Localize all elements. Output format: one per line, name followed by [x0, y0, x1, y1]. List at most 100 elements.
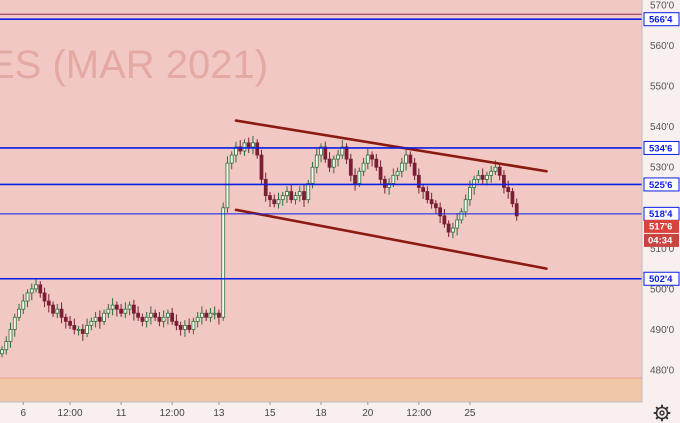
candle [485, 171, 489, 186]
candle-body [378, 166, 383, 180]
x-tick-label: 12:00 [406, 408, 431, 419]
candle [17, 303, 21, 321]
candle-body [370, 154, 374, 160]
candle [442, 208, 447, 228]
candle [208, 307, 213, 323]
candle-body [425, 191, 430, 201]
candle [280, 191, 285, 206]
candle-body [336, 154, 340, 160]
candle-body [136, 312, 140, 318]
candle [144, 312, 149, 328]
candle-body [259, 154, 264, 180]
candle-body [200, 312, 204, 318]
candle-body [434, 203, 438, 209]
y-tick-label: 530'0 [650, 163, 675, 174]
candle-body [178, 324, 183, 330]
candle [476, 170, 481, 184]
candle-body [106, 308, 111, 314]
candle [438, 202, 443, 224]
level-label: 502'4 [649, 274, 673, 285]
candle-body [229, 154, 234, 164]
candle-body [225, 162, 230, 209]
candle-body [25, 292, 30, 302]
candle-body [157, 316, 162, 322]
candle-body [212, 312, 217, 315]
candle [140, 313, 145, 327]
level-label-box [643, 271, 680, 286]
candle [408, 151, 413, 167]
candle-body [502, 174, 506, 188]
candle [344, 143, 349, 164]
candle-body [374, 158, 379, 168]
x-tick-label: 25 [464, 408, 476, 419]
x-tick-label: 18 [315, 408, 327, 419]
countdown-box [644, 233, 679, 247]
y-tick-label: 560'0 [650, 41, 675, 52]
candle-body [55, 308, 60, 314]
candle-body [153, 312, 158, 318]
y-axis-panel [642, 0, 680, 402]
candle [174, 314, 179, 331]
candle [259, 149, 264, 185]
candle [378, 160, 383, 185]
candle [89, 317, 94, 331]
candle [455, 213, 460, 236]
candle [234, 141, 238, 163]
candle-body [46, 300, 51, 306]
x-tick-label: 20 [362, 408, 374, 419]
candle [97, 310, 102, 329]
candle [51, 301, 55, 317]
y-tick-label: 510'0 [650, 244, 675, 255]
candle-body [127, 304, 132, 310]
candle [451, 222, 455, 239]
candle [404, 148, 408, 171]
candle-body [12, 316, 17, 330]
x-tick-label: 12:00 [58, 408, 83, 419]
candle-body [463, 199, 468, 213]
candle-body [357, 170, 362, 184]
candle [119, 303, 123, 317]
candle [136, 306, 140, 321]
level-label-box [643, 12, 680, 27]
x-axis-panel [0, 402, 680, 423]
candle [68, 316, 72, 330]
level-label: 534'6 [649, 143, 672, 154]
candle [157, 312, 162, 327]
candle-body [391, 174, 396, 184]
candle-body [85, 324, 89, 334]
candle-body [191, 320, 196, 330]
candle [306, 179, 311, 204]
candle [446, 220, 451, 237]
candle [76, 325, 81, 336]
channel-lower-line [234, 208, 548, 270]
candle [204, 309, 209, 321]
candle-body [361, 162, 366, 172]
candle-body [234, 146, 238, 156]
candle [200, 306, 204, 325]
candle-body [429, 199, 434, 205]
candle [102, 309, 106, 325]
candle [183, 320, 187, 337]
candle [429, 192, 434, 209]
candle-body [280, 195, 285, 201]
gear-icon[interactable] [653, 404, 671, 422]
candle [289, 184, 294, 204]
candle [80, 324, 85, 341]
x-tick-label: 6 [20, 408, 26, 419]
candle-body [251, 142, 255, 148]
candle-body [63, 316, 68, 322]
candle-body [272, 199, 277, 205]
candle-body [442, 215, 447, 225]
candle [46, 294, 51, 313]
x-tick-label: 15 [264, 408, 276, 419]
candle-body [110, 304, 115, 310]
candle [480, 168, 485, 185]
y-tick-label: 540'0 [650, 122, 675, 133]
candle-body [8, 329, 13, 343]
candle [114, 301, 119, 317]
current-price-box [644, 219, 679, 233]
candle [459, 208, 464, 224]
candle-body [353, 174, 357, 184]
candle-body [446, 223, 451, 233]
candle-body [255, 142, 260, 156]
